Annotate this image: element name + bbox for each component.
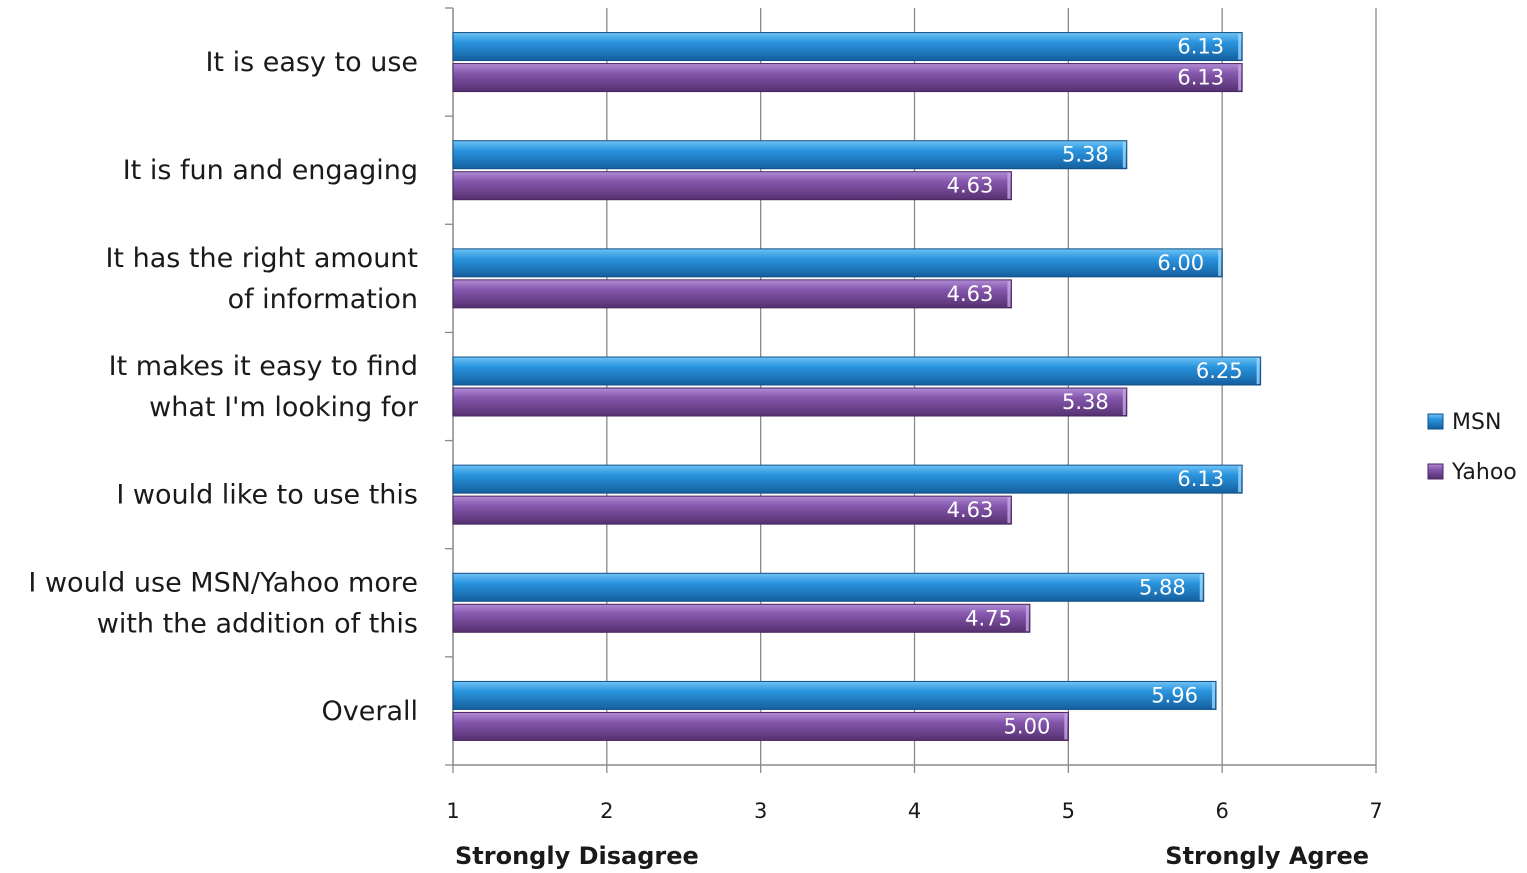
x-tick-label: 2	[600, 799, 613, 823]
data-label: 4.63	[947, 174, 994, 198]
bar-end-highlight	[1007, 497, 1011, 524]
category-label: of information	[228, 284, 418, 315]
category-label: I would use MSN/Yahoo more	[28, 567, 418, 598]
data-label: 5.00	[1004, 714, 1051, 738]
bar-yahoo	[452, 711, 1069, 741]
bar-msn	[452, 248, 1223, 278]
bar-end-highlight	[1122, 141, 1126, 168]
bar-end-highlight	[1007, 280, 1011, 307]
bar-yahoo	[452, 603, 1031, 633]
legend-swatch-msn	[1427, 413, 1444, 430]
legend-label-yahoo: Yahoo	[1451, 460, 1517, 485]
bar-end-highlight	[1122, 389, 1126, 415]
data-label: 6.00	[1157, 251, 1204, 275]
bar-end-highlight	[1199, 574, 1203, 601]
data-label: 6.13	[1177, 467, 1224, 491]
legend: MSN Yahoo	[1427, 410, 1517, 485]
x-tick-label: 1	[446, 799, 459, 823]
data-label: 6.13	[1177, 35, 1224, 59]
bar-msn	[452, 356, 1262, 386]
bar-end-highlight	[1256, 358, 1260, 384]
bar-end-highlight	[1064, 713, 1068, 740]
bar-msn	[452, 680, 1217, 710]
x-tick-labels: 1 2 3 4 5 6 7	[446, 799, 1382, 823]
bar-end-highlight	[1218, 249, 1222, 276]
bar-msn	[452, 32, 1243, 62]
data-label: 6.25	[1196, 359, 1243, 383]
axis-end-label-left: Strongly Disagree	[455, 842, 699, 870]
axis-end-label-right: Strongly Agree	[1165, 842, 1369, 870]
category-label: what I'm looking for	[149, 392, 419, 423]
bar-yahoo	[452, 495, 1012, 525]
data-label: 6.13	[1177, 66, 1224, 90]
bar-yahoo	[452, 279, 1012, 309]
bar-end-highlight	[1025, 605, 1029, 632]
legend-label-msn: MSN	[1452, 410, 1501, 435]
x-tick-label: 7	[1369, 799, 1382, 823]
bar-end-highlight	[1212, 682, 1216, 709]
category-label: Overall	[322, 696, 419, 727]
category-labels: It is easy to use It is fun and engaging I…	[28, 47, 418, 727]
data-label: 4.75	[965, 606, 1012, 630]
x-tick-label: 4	[908, 799, 921, 823]
bar-end-highlight	[1238, 466, 1242, 493]
data-label: 5.96	[1151, 683, 1198, 707]
x-tick-label: 5	[1062, 799, 1075, 823]
x-tick-label: 6	[1215, 799, 1228, 823]
bar-end-highlight	[1238, 33, 1242, 60]
bars: 6.13 6.13 5.38 4.63 6.00 4.63 6.25 5.38 6.13 4.63…	[452, 32, 1262, 741]
bar-msn	[452, 464, 1243, 494]
legend-swatch-yahoo	[1427, 463, 1444, 480]
data-label: 5.88	[1139, 575, 1186, 599]
bar-end-highlight	[1238, 64, 1242, 91]
bar-end-highlight	[1007, 172, 1011, 199]
bar-yahoo	[452, 171, 1012, 201]
category-label: It is fun and engaging	[123, 155, 418, 186]
data-label: 5.38	[1062, 390, 1109, 414]
data-label: 5.38	[1062, 143, 1109, 167]
gridlines	[606, 8, 1377, 765]
x-tick-label: 3	[754, 799, 767, 823]
category-label: It makes it easy to find	[109, 351, 418, 382]
data-label: 4.63	[947, 498, 994, 522]
bar-msn	[452, 572, 1205, 602]
bar-msn	[452, 140, 1128, 170]
category-label: It has the right amount	[105, 243, 418, 274]
data-label: 4.63	[947, 282, 994, 306]
axes	[445, 7, 1377, 773]
category-label: with the addition of this	[97, 608, 418, 639]
category-label: I would like to use this	[116, 480, 418, 511]
bar-yahoo	[452, 63, 1243, 93]
bar-yahoo	[452, 387, 1128, 417]
category-label: It is easy to use	[205, 47, 418, 78]
